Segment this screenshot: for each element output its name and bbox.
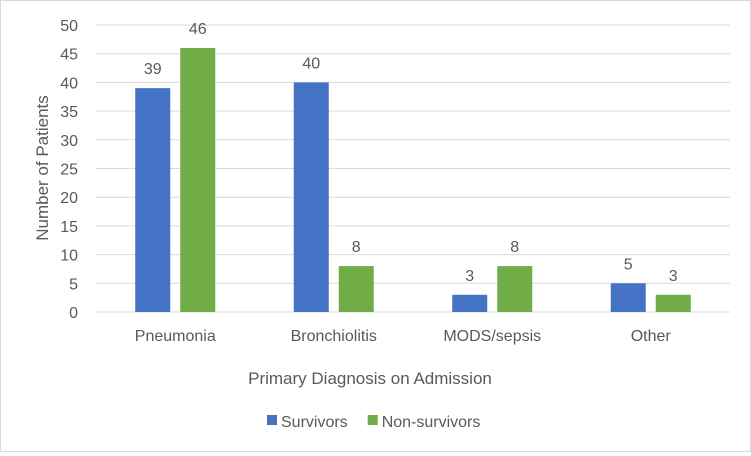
data-label: 40 [302, 55, 320, 72]
y-tick-label: 50 [60, 18, 78, 35]
x-tick-label: Bronchiolitis [291, 328, 377, 345]
y-axis-title: Number of Patients [33, 95, 52, 241]
bar-non-survivors [497, 266, 533, 312]
bar-non-survivors [180, 47, 216, 313]
x-tick-labels: Pneumonia Bronchiolitis MODS/sepsis Other [135, 328, 672, 345]
data-label: 39 [144, 61, 162, 78]
data-label: 8 [510, 239, 519, 256]
y-tick-label: 0 [69, 305, 78, 322]
bar-survivors [135, 88, 171, 312]
y-tick-label: 15 [60, 219, 78, 236]
bar-survivors [452, 294, 488, 312]
y-tick-label: 45 [60, 47, 78, 64]
y-tick-label: 10 [60, 248, 78, 265]
x-tick-label: Other [631, 328, 672, 345]
data-label: 3 [669, 268, 678, 285]
bar-non-survivors [655, 294, 691, 312]
legend-swatch [367, 415, 378, 425]
y-tick-label: 35 [60, 104, 78, 121]
data-label: 5 [624, 256, 633, 273]
y-tick-labels: 0 5 10 15 20 25 30 35 40 45 50 [60, 18, 78, 322]
legend-label: Non-survivors [382, 414, 481, 431]
x-axis-title: Primary Diagnosis on Admission [248, 369, 492, 388]
data-labels: 39 46 40 8 3 8 5 3 [144, 21, 678, 285]
bars [135, 47, 691, 313]
y-tick-label: 40 [60, 75, 78, 92]
y-tick-label: 25 [60, 162, 78, 179]
y-tick-label: 30 [60, 133, 78, 150]
y-tick-label: 20 [60, 190, 78, 207]
x-tick-label: MODS/sepsis [443, 328, 541, 345]
legend: Survivors Non-survivors [267, 414, 480, 431]
y-tick-label: 5 [69, 276, 78, 293]
legend-label: Survivors [281, 414, 348, 431]
legend-swatch [267, 415, 277, 425]
data-label: 46 [189, 21, 207, 38]
data-label: 3 [465, 268, 474, 285]
x-tick-label: Pneumonia [135, 328, 216, 345]
bar-survivors [293, 82, 329, 313]
bar-survivors [610, 283, 646, 312]
data-label: 8 [352, 239, 361, 256]
bar-non-survivors [338, 266, 374, 312]
